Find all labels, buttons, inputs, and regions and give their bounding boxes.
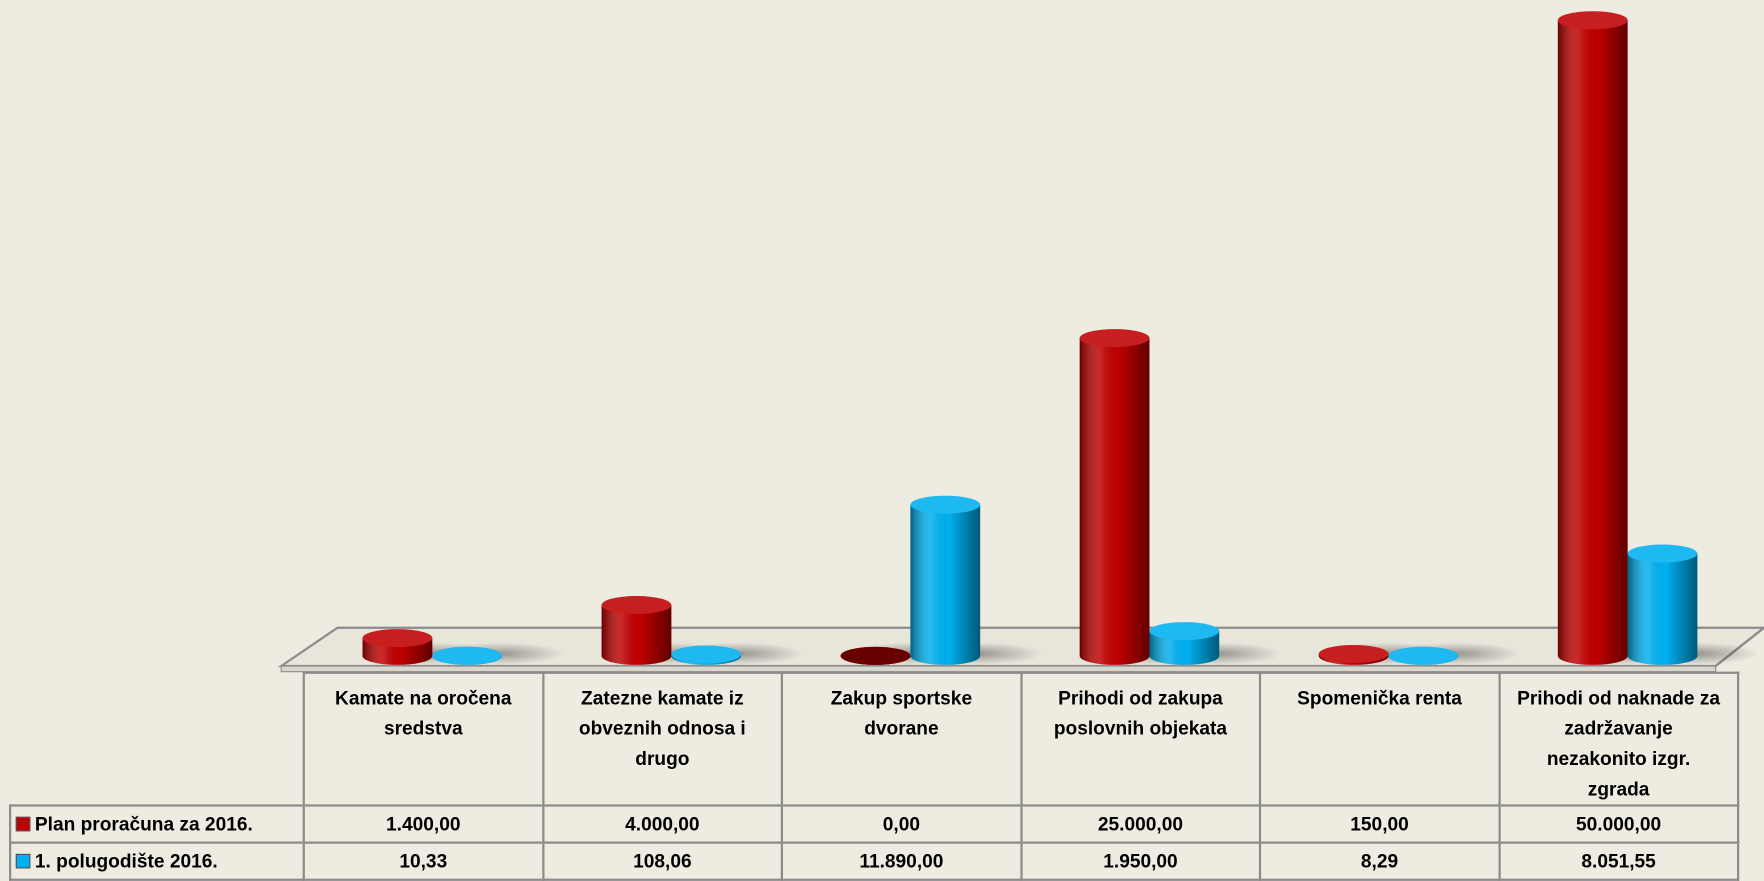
cylinder-top-shade: [1558, 11, 1628, 29]
cylinder: [1149, 622, 1219, 665]
table-cell: 0,00: [782, 806, 1021, 843]
cylinder-body-shade: [1080, 338, 1150, 656]
cylinder-top-shade: [1389, 647, 1459, 665]
cylinder: [1319, 645, 1389, 665]
cylinder: [910, 496, 980, 665]
cylinder-top-shade: [602, 596, 672, 614]
table-cell: Prihodi od zakupa poslovnih objekata: [1021, 673, 1260, 806]
table-cell: 1. polugodište 2016.: [10, 843, 304, 880]
table-cell: Kamate na oročena sredstva: [304, 673, 543, 806]
cylinder-top-shade: [432, 647, 502, 665]
table-cell: 108,06: [543, 843, 782, 880]
table-cell: Plan proračuna za 2016.: [10, 806, 304, 843]
cylinder-top-shade: [1319, 645, 1389, 663]
table-cell: 10,33: [304, 843, 543, 880]
legend-key: [16, 853, 31, 868]
table-cell: 8.051,55: [1499, 843, 1738, 880]
cylinder: [363, 629, 433, 665]
cylinder: [602, 596, 672, 665]
legend-label: 1. polugodište 2016.: [35, 850, 218, 871]
table-cell: Zakup sportske dvorane: [782, 673, 1021, 806]
table-cell: Prihodi od naknade za zadržavanje nezako…: [1499, 673, 1738, 806]
cylinder-top-shade: [841, 647, 911, 665]
cylinder-body-shade: [1628, 554, 1698, 656]
legend-key: [16, 816, 31, 831]
cylinder-body-shade: [910, 505, 980, 656]
table-cell: 4.000,00: [543, 806, 782, 843]
table-cell: [10, 673, 304, 806]
cylinder: [1080, 329, 1150, 665]
table-cell: 1.400,00: [304, 806, 543, 843]
table-cell: Zatezne kamate iz obveznih odnosa i drug…: [543, 673, 782, 806]
cylinder-top-shade: [363, 629, 433, 647]
cylinder: [432, 647, 502, 665]
cylinder: [1389, 647, 1459, 665]
table-cell: 25.000,00: [1021, 806, 1260, 843]
cylinder-body-shade: [1558, 20, 1628, 656]
cylinder: [671, 646, 741, 665]
table-cell: 8,29: [1260, 843, 1499, 880]
legend-label: Plan proračuna za 2016.: [35, 813, 253, 834]
cylinder-top-shade: [1080, 329, 1150, 347]
cylinder: [1628, 545, 1698, 665]
cylinder-top-shade: [671, 646, 741, 664]
cylinder-top-shade: [1628, 545, 1698, 563]
cylinder-top-shade: [1149, 622, 1219, 640]
table-cell: 1.950,00: [1021, 843, 1260, 880]
table-cell: 50.000,00: [1499, 806, 1738, 843]
table-cell: 11.890,00: [782, 843, 1021, 880]
table-cell: 150,00: [1260, 806, 1499, 843]
cylinder: [841, 647, 911, 665]
cylinder: [1558, 11, 1628, 665]
cylinder-top-shade: [910, 496, 980, 514]
table-cell: Spomenička renta: [1260, 673, 1499, 806]
